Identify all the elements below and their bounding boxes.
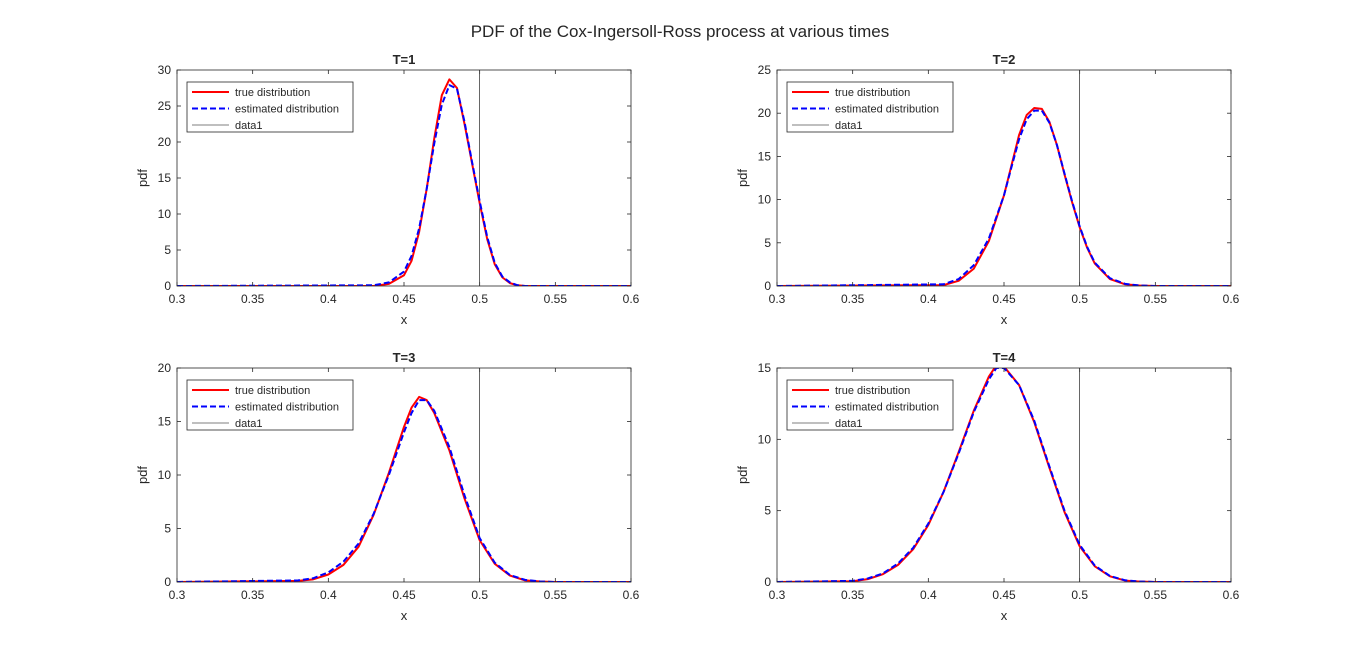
x-tick-label: 0.6 (623, 292, 640, 306)
x-tick-label: 0.55 (544, 292, 568, 306)
legend-entry: data1 (835, 418, 863, 430)
series-line-estimated-distribution (777, 109, 1231, 286)
x-tick-label: 0.3 (769, 292, 786, 306)
y-tick-label: 10 (158, 207, 172, 221)
x-tick-label: 0.4 (920, 588, 937, 602)
legend: true distribution estimated distribution d… (186, 379, 354, 431)
y-axis-label: pdf (735, 169, 750, 187)
x-tick-label: 0.5 (471, 292, 488, 306)
y-tick-label: 5 (764, 504, 771, 518)
subplot-title: T=3 (393, 350, 416, 365)
series-line-estimated-distribution (777, 368, 1231, 582)
x-axis-label: x (1001, 608, 1008, 623)
x-tick-label: 0.6 (623, 588, 640, 602)
y-axis-label: pdf (135, 466, 150, 484)
y-tick-label: 5 (764, 236, 771, 250)
y-tick-label: 25 (758, 63, 772, 77)
x-tick-label: 0.6 (1223, 588, 1240, 602)
x-tick-label: 0.4 (320, 292, 337, 306)
x-tick-label: 0.3 (169, 292, 186, 306)
x-tick-label: 0.3 (769, 588, 786, 602)
x-tick-label: 0.45 (392, 588, 416, 602)
x-tick-label: 0.5 (1071, 588, 1088, 602)
y-tick-label: 10 (158, 468, 172, 482)
subplot-title: T=4 (993, 350, 1017, 365)
y-tick-label: 0 (164, 575, 171, 589)
x-tick-label: 0.35 (241, 292, 265, 306)
x-tick-label: 0.35 (841, 588, 865, 602)
legend-entry: estimated distribution (235, 104, 339, 116)
y-tick-label: 0 (764, 279, 771, 293)
series-line-estimated-distribution (177, 399, 631, 582)
x-tick-label: 0.3 (169, 588, 186, 602)
legend-entry: estimated distribution (835, 402, 939, 414)
y-tick-label: 15 (758, 149, 772, 163)
legend: true distribution estimated distribution d… (786, 81, 954, 133)
subplot-t1: 0.3 0.35 0.4 0.45 0.5 0.55 0.6 0 5 10 15 20 25 30 T=1 x… (135, 52, 640, 327)
legend-entry: true distribution (235, 385, 310, 397)
y-tick-label: 25 (158, 99, 172, 113)
legend-entry: data1 (235, 120, 263, 132)
y-tick-label: 15 (158, 415, 172, 429)
legend-box (186, 81, 354, 133)
series-group (177, 368, 631, 582)
x-tick-label: 0.4 (920, 292, 937, 306)
y-tick-label: 15 (158, 171, 172, 185)
legend: true distribution estimated distribution d… (186, 81, 354, 133)
x-tick-label: 0.55 (1144, 588, 1168, 602)
legend-box (186, 379, 354, 431)
legend-box (786, 81, 954, 133)
subplot-title: T=1 (393, 52, 416, 67)
x-axis-label: x (401, 608, 408, 623)
legend-entry: true distribution (835, 87, 910, 99)
legend-entry: data1 (835, 120, 863, 132)
legend-entry: true distribution (835, 385, 910, 397)
x-axis-label: x (401, 312, 408, 327)
legend-entry: data1 (235, 418, 263, 430)
figure-title: PDF of the Cox-Ingersoll-Ross process at… (471, 22, 890, 41)
series-line-true-distribution (777, 368, 1231, 582)
y-tick-label: 5 (164, 522, 171, 536)
y-axis-label: pdf (735, 466, 750, 484)
legend-entry: estimated distribution (235, 402, 339, 414)
y-tick-label: 20 (158, 361, 172, 375)
series-group (177, 70, 631, 286)
subplot-t2: 0.3 0.35 0.4 0.45 0.5 0.55 0.6 0 5 10 15 20 25 T=2 x pd… (735, 52, 1240, 327)
legend-box (786, 379, 954, 431)
subplot-t3: 0.3 0.35 0.4 0.45 0.5 0.55 0.6 0 5 10 15 20 T=3 x pdf t… (135, 350, 640, 623)
x-tick-label: 0.55 (544, 588, 568, 602)
y-axis-label: pdf (135, 169, 150, 187)
legend-entry: estimated distribution (835, 104, 939, 116)
y-tick-label: 30 (158, 63, 172, 77)
subplot-title: T=2 (993, 52, 1016, 67)
x-tick-label: 0.5 (1071, 292, 1088, 306)
legend: true distribution estimated distribution d… (786, 379, 954, 431)
x-tick-label: 0.45 (392, 292, 416, 306)
x-tick-label: 0.5 (471, 588, 488, 602)
y-tick-label: 20 (158, 135, 172, 149)
series-group (777, 70, 1231, 286)
y-tick-label: 10 (758, 193, 772, 207)
y-tick-label: 10 (758, 432, 772, 446)
x-tick-label: 0.55 (1144, 292, 1168, 306)
x-tick-label: 0.4 (320, 588, 337, 602)
y-tick-label: 0 (764, 575, 771, 589)
y-tick-label: 5 (164, 243, 171, 257)
y-tick-label: 15 (758, 361, 772, 375)
legend-entry: true distribution (235, 87, 310, 99)
x-tick-label: 0.6 (1223, 292, 1240, 306)
x-tick-label: 0.35 (841, 292, 865, 306)
series-line-true-distribution (177, 78, 631, 286)
x-tick-label: 0.45 (992, 588, 1016, 602)
y-tick-label: 0 (164, 279, 171, 293)
subplot-t4: 0.3 0.35 0.4 0.45 0.5 0.55 0.6 0 5 10 15 T=4 x pdf tru… (735, 350, 1240, 623)
y-tick-label: 20 (758, 106, 772, 120)
x-tick-label: 0.35 (241, 588, 265, 602)
x-tick-label: 0.45 (992, 292, 1016, 306)
series-group (777, 368, 1231, 582)
x-axis-label: x (1001, 312, 1008, 327)
